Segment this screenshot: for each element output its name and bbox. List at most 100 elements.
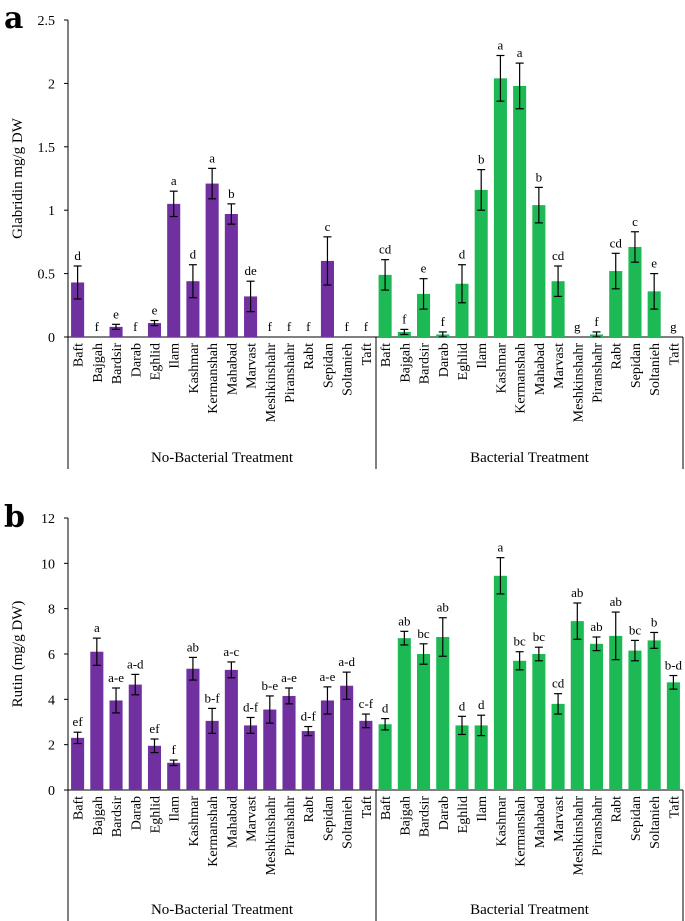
x-tick-label: Mahabad [225, 796, 240, 848]
bar-sepidan [320, 260, 334, 337]
bar-ilam [167, 762, 181, 790]
x-tick-label: Bardsir [418, 796, 433, 838]
x-tick-label: Ilam [475, 343, 490, 369]
significance-letter: b [536, 169, 543, 184]
bar-sepidan [628, 650, 642, 790]
significance-letter: f [364, 319, 369, 334]
x-tick-label: Meshkinshahr [571, 343, 586, 423]
significance-letter: b-f [205, 690, 221, 705]
significance-letter: e [421, 261, 427, 276]
x-tick-label: Piranshahr [283, 343, 298, 403]
x-tick-label: Bajgah [91, 796, 106, 836]
x-tick-label: Meshkinshahr [264, 343, 279, 423]
bar-taft [359, 720, 373, 790]
significance-letter: ef [149, 721, 160, 736]
significance-letter: c-f [359, 696, 374, 711]
significance-letter: b [228, 186, 235, 201]
bar-taft [666, 682, 680, 790]
y-tick-label: 2 [48, 77, 55, 92]
bar-ilam [474, 725, 488, 790]
x-tick-label: Sepidan [629, 343, 644, 388]
significance-letter: a [498, 38, 504, 53]
significance-letter: g [670, 319, 677, 334]
bar-mahabad [532, 654, 546, 790]
x-tick-label: Taft [667, 796, 682, 818]
significance-letter: d [190, 247, 197, 262]
significance-letter: ab [610, 594, 622, 609]
x-tick-label: Taft [360, 343, 375, 365]
x-tick-label: Taft [667, 343, 682, 365]
panel-label: a [4, 1, 23, 36]
significance-letter: e [152, 303, 158, 318]
bar-marvast [244, 725, 258, 790]
x-tick-label: Kermanshah [206, 343, 221, 414]
bar-kashmar [493, 78, 507, 337]
y-tick-label: 1 [48, 204, 55, 219]
x-tick-label: Darab [437, 343, 452, 377]
significance-letter: c [325, 219, 331, 234]
significance-letter: bc [417, 626, 430, 641]
bar-bardsir [109, 700, 123, 790]
significance-letter: ef [73, 714, 84, 729]
significance-letter: b-d [665, 658, 683, 673]
bar-ilam [167, 203, 181, 337]
significance-letter: a [209, 150, 215, 165]
x-tick-label: Taft [360, 796, 375, 818]
group-label: Bacterial Treatment [470, 902, 590, 918]
x-tick-label: Kermanshah [206, 796, 221, 867]
x-tick-label: Piranshahr [591, 343, 606, 403]
x-tick-label: Sepidan [321, 343, 336, 388]
x-tick-label: Kashmar [187, 796, 202, 847]
bar-bajgah [90, 651, 104, 790]
significance-letter: g [574, 319, 581, 334]
significance-letter: b [478, 152, 485, 167]
significance-letter: ab [187, 639, 199, 654]
bar-darab [436, 637, 450, 790]
x-tick-label: Piranshahr [591, 796, 606, 856]
y-tick-label: 12 [41, 512, 55, 527]
x-tick-label: Bardsir [110, 343, 125, 385]
x-tick-label: Kashmar [187, 343, 202, 394]
significance-letter: d [382, 701, 389, 716]
x-tick-label: Kashmar [494, 343, 509, 394]
significance-letter: a-d [338, 654, 355, 669]
bar-marvast [551, 703, 565, 790]
bar-marvast [244, 296, 258, 337]
bar-rabt [609, 635, 623, 790]
bar-rabt [301, 731, 315, 790]
bar-baft [71, 282, 85, 337]
bar-kashmar [493, 575, 507, 790]
bar-kashmar [186, 668, 200, 790]
x-tick-label: Meshkinshahr [571, 796, 586, 876]
bar-kermanshah [513, 85, 527, 337]
y-tick-label: 0 [48, 784, 55, 799]
significance-letter: f [287, 319, 292, 334]
x-tick-label: Soltanieh [648, 796, 663, 849]
y-tick-label: 4 [48, 693, 55, 708]
x-tick-label: Mahabad [533, 343, 548, 395]
bar-kermanshah [513, 660, 527, 790]
x-tick-label: Bajgah [398, 343, 413, 383]
bar-mahabad [224, 669, 238, 790]
bar-mahabad [532, 205, 546, 337]
bar-ilam [474, 189, 488, 337]
panel-b-rutin-chart: b Rutin (mg/g DW) 0 2 4 6 8 10 12 ef Baft a Bajgah a-… [4, 500, 684, 921]
y-tick-label: 2 [48, 739, 55, 754]
bar-soltanieh [647, 640, 661, 790]
significance-letter: bc [629, 622, 642, 637]
significance-letter: b-e [261, 678, 278, 693]
x-tick-label: Rabt [610, 343, 625, 370]
x-tick-label: Baft [379, 343, 394, 367]
bar-piranshahr [589, 643, 604, 790]
x-tick-label: Kermanshah [514, 343, 529, 414]
significance-letter: a-e [281, 670, 297, 685]
x-tick-label: Sepidan [629, 796, 644, 841]
significance-letter: e [113, 306, 119, 321]
bar-bardsir [417, 293, 431, 337]
significance-letter: a [498, 540, 504, 555]
y-tick-label: 6 [48, 648, 55, 663]
bar-marvast [551, 281, 565, 337]
significance-letter: cd [379, 242, 392, 257]
bar-soltanieh [647, 291, 661, 337]
significance-letter: a-c [223, 644, 239, 659]
